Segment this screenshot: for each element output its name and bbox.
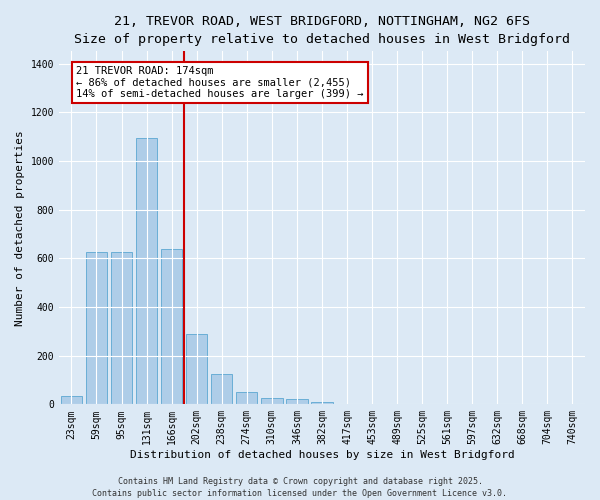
Bar [236,392,257,404]
X-axis label: Distribution of detached houses by size in West Bridgford: Distribution of detached houses by size … [130,450,514,460]
Bar [61,396,82,404]
Text: 21 TREVOR ROAD: 174sqm
← 86% of detached houses are smaller (2,455)
14% of semi-: 21 TREVOR ROAD: 174sqm ← 86% of detached… [76,66,364,99]
Y-axis label: Number of detached properties: Number of detached properties [15,130,25,326]
Bar [186,334,208,404]
Bar [86,252,107,404]
Text: Contains HM Land Registry data © Crown copyright and database right 2025.
Contai: Contains HM Land Registry data © Crown c… [92,476,508,498]
Bar [136,138,157,404]
Bar [211,374,232,404]
Bar [311,402,332,404]
Title: 21, TREVOR ROAD, WEST BRIDGFORD, NOTTINGHAM, NG2 6FS
Size of property relative t: 21, TREVOR ROAD, WEST BRIDGFORD, NOTTING… [74,15,570,46]
Bar [286,400,308,404]
Bar [111,252,132,404]
Bar [261,398,283,404]
Bar [161,248,182,404]
